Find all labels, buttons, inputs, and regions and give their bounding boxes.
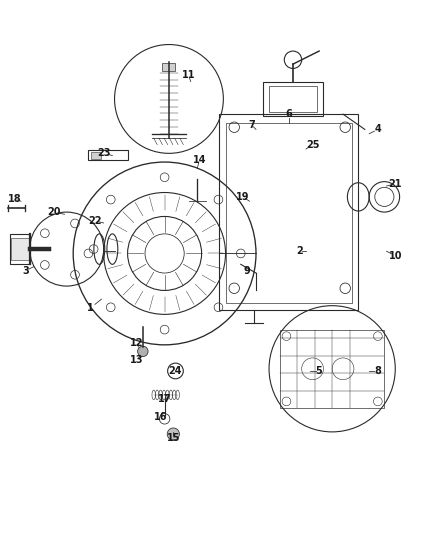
Text: 9: 9 — [244, 266, 251, 276]
Bar — [269, 86, 317, 112]
Text: 14: 14 — [193, 155, 206, 165]
Bar — [262, 82, 323, 116]
Text: 7: 7 — [248, 120, 255, 130]
Text: 10: 10 — [389, 251, 402, 261]
Bar — [91, 151, 102, 158]
Text: 2: 2 — [296, 246, 303, 256]
Bar — [219, 114, 358, 310]
Text: 12: 12 — [130, 338, 143, 348]
Text: 4: 4 — [374, 124, 381, 134]
Bar — [226, 123, 352, 303]
Text: 5: 5 — [316, 366, 322, 376]
Text: 1: 1 — [87, 303, 94, 313]
Bar — [162, 63, 176, 71]
Text: 11: 11 — [182, 70, 195, 80]
Text: 24: 24 — [169, 366, 182, 376]
Text: 20: 20 — [47, 207, 60, 217]
Text: 17: 17 — [158, 394, 171, 404]
Bar — [11, 238, 29, 260]
Text: 18: 18 — [7, 194, 21, 204]
Circle shape — [138, 346, 148, 357]
Text: 6: 6 — [285, 109, 292, 119]
Text: 3: 3 — [22, 266, 29, 276]
Text: 23: 23 — [97, 148, 110, 158]
Text: 19: 19 — [236, 192, 250, 202]
Text: 15: 15 — [166, 433, 180, 443]
Bar — [10, 234, 30, 264]
Text: 16: 16 — [153, 411, 167, 422]
Text: 21: 21 — [389, 179, 402, 189]
Circle shape — [167, 428, 180, 440]
Text: 13: 13 — [130, 355, 143, 365]
Text: 22: 22 — [88, 216, 102, 226]
Text: 25: 25 — [306, 140, 319, 150]
Bar — [88, 150, 127, 160]
Text: 8: 8 — [374, 366, 381, 376]
Bar — [280, 329, 385, 408]
